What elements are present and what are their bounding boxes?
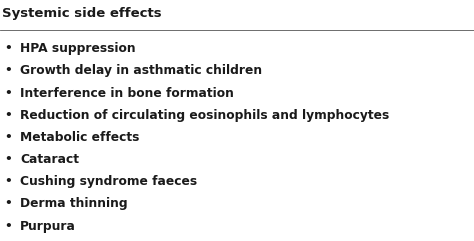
Text: HPA suppression: HPA suppression <box>20 42 136 55</box>
Text: Growth delay in asthmatic children: Growth delay in asthmatic children <box>20 64 262 77</box>
Text: •: • <box>4 153 11 166</box>
Text: •: • <box>4 109 11 122</box>
Text: Systemic side effects: Systemic side effects <box>2 7 162 20</box>
Text: •: • <box>4 197 11 210</box>
Text: Derma thinning: Derma thinning <box>20 197 128 210</box>
Text: Interference in bone formation: Interference in bone formation <box>20 87 234 100</box>
Text: •: • <box>4 87 11 100</box>
Text: •: • <box>4 175 11 188</box>
Text: •: • <box>4 64 11 77</box>
Text: Metabolic effects: Metabolic effects <box>20 131 139 144</box>
Text: •: • <box>4 220 11 233</box>
Text: Cushing syndrome faeces: Cushing syndrome faeces <box>20 175 197 188</box>
Text: Purpura: Purpura <box>20 220 76 233</box>
Text: Reduction of circulating eosinophils and lymphocytes: Reduction of circulating eosinophils and… <box>20 109 389 122</box>
Text: Cataract: Cataract <box>20 153 79 166</box>
Text: •: • <box>4 42 11 55</box>
Text: •: • <box>4 131 11 144</box>
